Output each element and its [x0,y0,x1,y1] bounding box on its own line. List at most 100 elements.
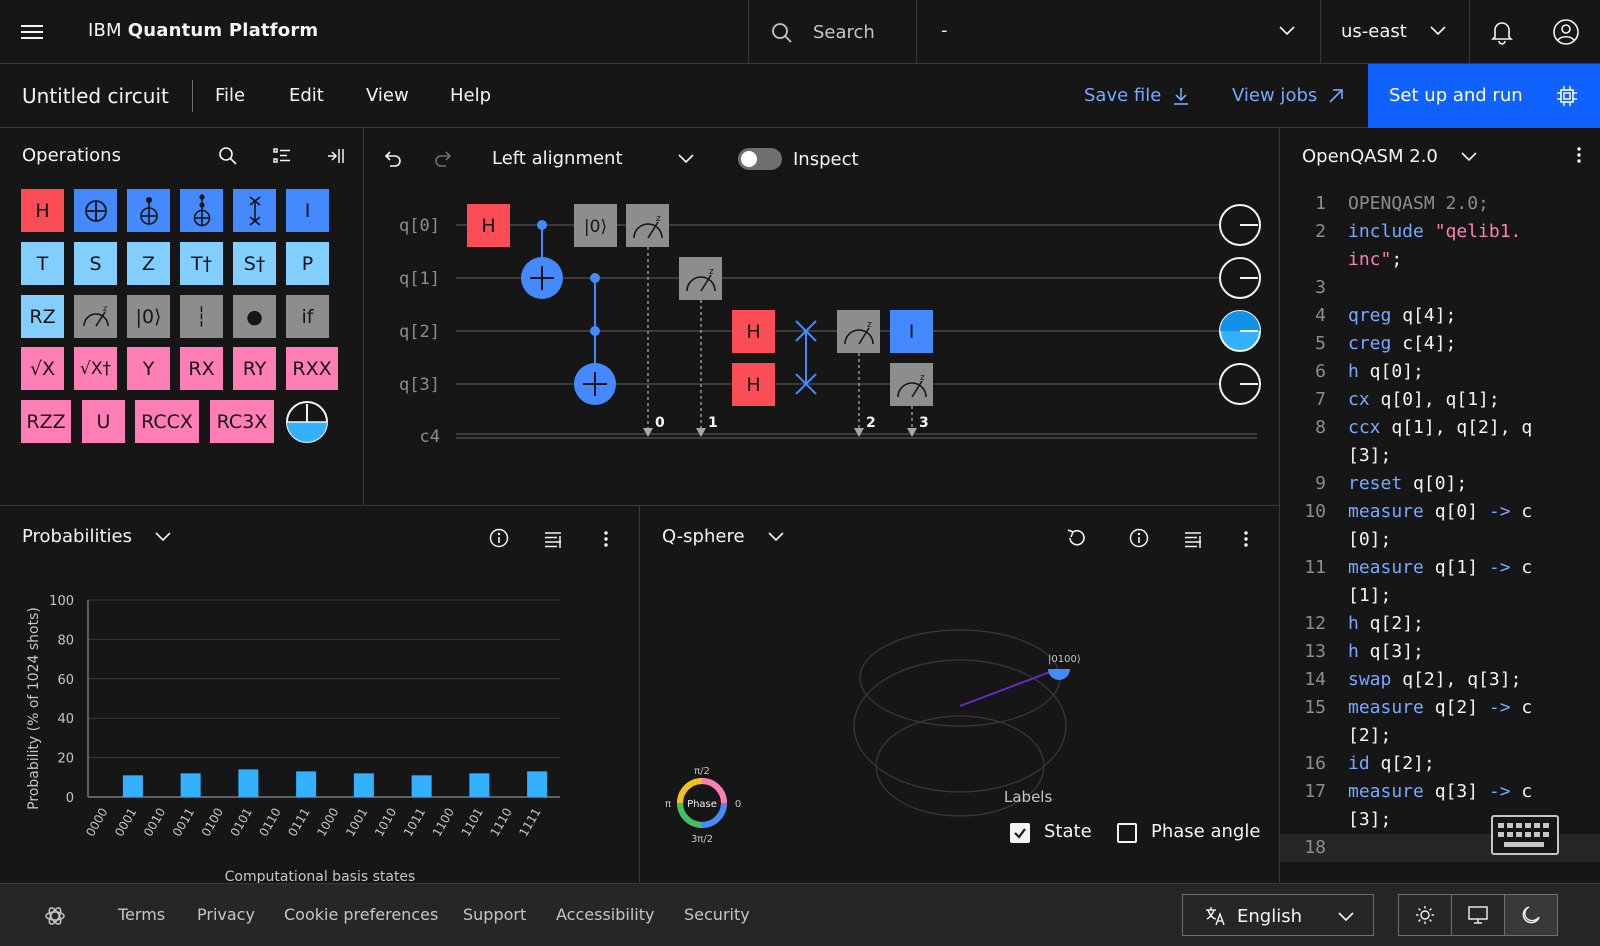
table-view-icon[interactable] [1183,530,1203,548]
gate-u[interactable]: U [82,400,125,443]
search-box[interactable]: Search [748,0,917,64]
menu-edit[interactable]: Edit [289,85,324,106]
gate-sdg[interactable]: S† [233,242,276,285]
view-jobs-link[interactable]: View jobs [1232,85,1345,106]
redo-icon[interactable] [434,148,454,168]
gate-z[interactable]: Z [127,242,170,285]
circuit-gate-id[interactable]: I [890,310,933,353]
undo-icon[interactable] [382,148,402,168]
code-line[interactable]: [0]; [1280,526,1600,554]
circuit-gate-ccx[interactable] [574,273,616,405]
circuit-gate-measure[interactable]: z [626,204,669,437]
gate-rzz[interactable]: RZZ [21,400,71,443]
visualization-select[interactable]: Probabilities [22,526,172,547]
circuit-gate-h[interactable]: H [732,310,775,353]
phase-angle-checkbox[interactable] [1117,823,1137,843]
gate-rx[interactable]: RX [180,347,223,390]
gate-if[interactable]: if [286,295,329,338]
gate-toffoli[interactable] [127,189,170,232]
table-view-icon[interactable] [543,530,563,548]
gate-y[interactable]: Y [127,347,170,390]
code-line[interactable]: [1]; [1280,582,1600,610]
gate-h[interactable]: H [21,189,64,232]
circuit-gate-h[interactable]: H [732,363,775,406]
state-checkbox[interactable] [1010,823,1030,843]
qsphere-canvas[interactable]: |0100⟩ Phase π/2 π 0 3π/2 [640,566,1280,883]
gate-rc3x[interactable]: RC3X [210,400,274,443]
overflow-menu-icon[interactable] [603,530,609,548]
list-view-icon[interactable] [272,146,292,166]
probability-bar[interactable] [180,773,201,797]
info-icon[interactable] [489,528,509,548]
gate-ccx[interactable] [180,189,223,232]
code-line[interactable]: 3 [1280,274,1600,302]
dark-theme-moon-icon[interactable] [1504,895,1557,935]
circuit-canvas[interactable]: q[0] q[1] q[2] q[3] c4 H [364,188,1280,506]
code-line[interactable]: 15 measure q[2] -> c [1280,694,1600,722]
probability-bar[interactable] [353,773,374,797]
code-line[interactable]: [2]; [1280,722,1600,750]
gate-reset[interactable]: |0⟩ [127,295,170,338]
instance-select[interactable]: - [917,0,1321,64]
code-line[interactable]: 11 measure q[1] -> c [1280,554,1600,582]
probability-bar[interactable] [122,775,143,797]
overflow-menu-icon[interactable] [1576,146,1582,164]
code-line[interactable]: 4 qreg q[4]; [1280,302,1600,330]
gate-cnot[interactable] [74,189,117,232]
collapse-panel-icon[interactable] [326,146,346,166]
overflow-menu-icon[interactable] [1243,530,1249,548]
probability-bar[interactable] [411,775,432,797]
menu-help[interactable]: Help [450,85,492,106]
code-line[interactable]: 16 id q[2]; [1280,750,1600,778]
gate-sx[interactable]: √X [21,347,64,390]
gate-barrier[interactable]: ┆ [180,295,223,338]
circuit-gate-measure[interactable]: z [679,257,722,437]
gate-ry[interactable]: RY [233,347,276,390]
probability-bar[interactable] [238,769,259,797]
alignment-select[interactable]: Left alignment [492,148,623,169]
circuit-gate-cnot[interactable] [521,220,563,299]
code-line[interactable]: [3]; [1280,806,1600,834]
code-line[interactable]: [3]; [1280,442,1600,470]
light-theme-sun-icon[interactable] [1399,895,1451,935]
reset-view-icon[interactable] [1065,528,1087,548]
code-line[interactable]: 10 measure q[0] -> c [1280,498,1600,526]
gate-measure[interactable]: z [74,295,117,338]
hamburger-menu-icon[interactable] [12,12,52,52]
gate-s[interactable]: S [74,242,117,285]
code-line[interactable]: inc"; [1280,246,1600,274]
circuit-gate-measure[interactable]: z [837,310,880,437]
code-line[interactable]: 5 creg c[4]; [1280,330,1600,358]
code-line[interactable]: 17 measure q[3] -> c [1280,778,1600,806]
circuit-gate-measure[interactable]: z [890,363,933,437]
user-avatar-icon[interactable] [1544,12,1588,52]
search-icon[interactable] [218,146,238,166]
circuit-title[interactable]: Untitled circuit [22,84,169,108]
gate-swap[interactable] [233,189,276,232]
probability-bar[interactable] [527,771,548,797]
code-editor[interactable]: 1 OPENQASM 2.0; 2 include "qelib1. inc"; 3 4 qr… [1280,190,1600,862]
code-line[interactable]: 1 OPENQASM 2.0; [1280,190,1600,218]
gate-sxdg[interactable]: √X† [74,347,117,390]
footer-link-privacy[interactable]: Privacy [197,905,255,924]
circuit-gate-reset[interactable]: |0⟩ [574,204,617,247]
circuit-gate-h[interactable]: H [467,204,510,247]
footer-link-security[interactable]: Security [684,905,750,924]
qasm-version-select[interactable]: OpenQASM 2.0 [1302,146,1478,167]
gate-t[interactable]: T [21,242,64,285]
keyboard-icon[interactable] [1490,814,1560,856]
gate-rxx[interactable]: RXX [286,347,338,390]
probability-bar[interactable] [469,773,490,797]
code-line[interactable]: 14 swap q[2], q[3]; [1280,666,1600,694]
footer-link-terms[interactable]: Terms [118,905,166,924]
save-file-button[interactable]: Save file [1084,85,1191,106]
notifications-bell-icon[interactable] [1480,12,1524,52]
quantum-logo-icon[interactable] [44,905,66,927]
footer-link-support[interactable]: Support [463,905,527,924]
gate-rccx[interactable]: RCCX [135,400,199,443]
chevron-down-icon[interactable] [677,152,695,166]
code-line[interactable]: 12 h q[2]; [1280,610,1600,638]
language-select[interactable]: English [1182,894,1374,936]
circuit-gate-swap[interactable] [795,320,817,395]
